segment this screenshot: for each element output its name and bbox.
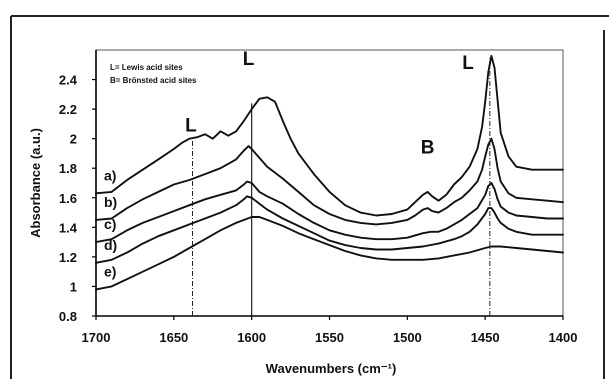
- x-tick-label-1550: 1550: [315, 330, 344, 345]
- series-line-d: [95, 195, 564, 264]
- x-tick-label-1650: 1650: [159, 330, 188, 345]
- peak-annotations: L L B L: [185, 49, 474, 159]
- y-tick-label-2.4: 2.4: [59, 73, 78, 88]
- x-tick-label-1700: 1700: [82, 330, 111, 345]
- tick-labels: 1700 1650 1600 1550 1500 1450 1400 0.8 1 1.2 1.4 1.…: [59, 73, 578, 345]
- series-line-e: [95, 216, 564, 291]
- reference-lines: [192, 55, 491, 316]
- annotation-l-1639: L: [185, 115, 197, 136]
- y-tick-label-0.8: 0.8: [59, 309, 77, 324]
- x-tick-label-1450: 1450: [471, 330, 500, 345]
- series-lines: [95, 54, 564, 291]
- series-label-e: e): [104, 263, 116, 279]
- y-tick-label-1.2: 1.2: [59, 250, 77, 265]
- series-line-b: [95, 137, 564, 226]
- y-axis-title: Absorbance (a.u.): [28, 128, 43, 238]
- series-line-a: [95, 54, 564, 217]
- series-labels: a) b) c) d) e): [104, 167, 117, 279]
- y-tick-label-1.8: 1.8: [59, 161, 77, 176]
- legend-line-bronsted: B= Brönsted acid sites: [110, 76, 197, 85]
- series-label-d: d): [104, 237, 117, 253]
- series-label-b: b): [104, 194, 117, 210]
- legend: L= Lewis acid sites B= Brönsted acid sit…: [110, 63, 197, 85]
- y-tick-label-1: 1: [70, 279, 77, 294]
- annotation-b-1487: B: [421, 137, 435, 158]
- series-label-c: c): [104, 216, 116, 232]
- y-tick-label-2.2: 2.2: [59, 102, 77, 117]
- x-tick-label-1600: 1600: [237, 330, 266, 345]
- series-label-a: a): [104, 167, 116, 183]
- series-line-c: [95, 180, 564, 244]
- x-tick-label-1500: 1500: [393, 330, 422, 345]
- chart-frame: [10, 15, 609, 379]
- y-tick-label-1.4: 1.4: [59, 220, 78, 235]
- x-tick-label-1400: 1400: [549, 330, 578, 345]
- y-tick-label-2: 2: [70, 132, 77, 147]
- legend-line-lewis: L= Lewis acid sites: [110, 63, 183, 72]
- annotation-l-1461: L: [462, 53, 474, 74]
- y-tick-label-1.6: 1.6: [59, 191, 77, 206]
- annotation-l-1602: L: [243, 49, 255, 70]
- x-axis-title: Wavenumbers (cm⁻¹): [266, 361, 397, 376]
